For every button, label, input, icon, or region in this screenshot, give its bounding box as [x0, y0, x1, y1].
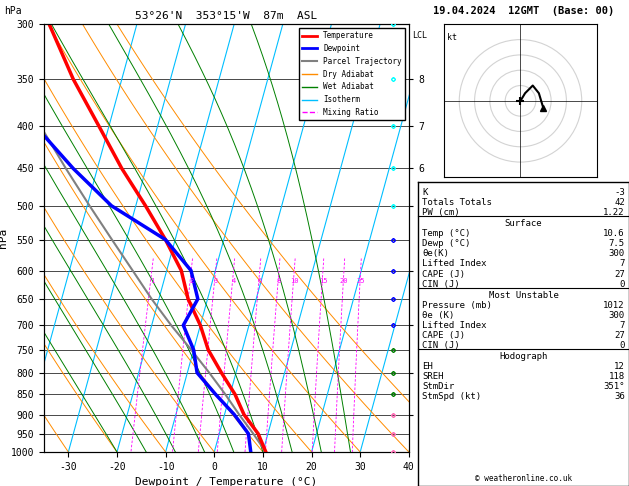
Text: © weatheronline.co.uk: © weatheronline.co.uk: [475, 474, 572, 483]
Text: 1: 1: [150, 278, 154, 284]
Text: hPa: hPa: [4, 6, 21, 16]
Text: Most Unstable: Most Unstable: [489, 291, 559, 299]
Text: 6: 6: [257, 278, 262, 284]
Text: 118: 118: [609, 372, 625, 381]
Text: 36: 36: [614, 392, 625, 401]
Text: 4: 4: [231, 278, 236, 284]
Text: -3: -3: [614, 188, 625, 197]
Text: CIN (J): CIN (J): [423, 279, 460, 289]
Title: 53°26'N  353°15'W  87m  ASL: 53°26'N 353°15'W 87m ASL: [135, 11, 318, 21]
Text: 7.5: 7.5: [609, 240, 625, 248]
Text: Pressure (mb): Pressure (mb): [423, 300, 493, 310]
Text: Surface: Surface: [505, 219, 542, 228]
Text: 7: 7: [620, 260, 625, 268]
Text: 0: 0: [620, 279, 625, 289]
Legend: Temperature, Dewpoint, Parcel Trajectory, Dry Adiabat, Wet Adiabat, Isotherm, Mi: Temperature, Dewpoint, Parcel Trajectory…: [299, 28, 405, 120]
Text: 2: 2: [189, 278, 193, 284]
Text: StmDir: StmDir: [423, 382, 455, 391]
Text: 0: 0: [620, 341, 625, 350]
Text: 27: 27: [614, 270, 625, 278]
Text: Hodograph: Hodograph: [499, 352, 548, 361]
Text: θe (K): θe (K): [423, 311, 455, 320]
Text: 10.6: 10.6: [603, 229, 625, 239]
Text: CIN (J): CIN (J): [423, 341, 460, 350]
Text: EH: EH: [423, 362, 433, 371]
Text: PW (cm): PW (cm): [423, 208, 460, 217]
Text: CAPE (J): CAPE (J): [423, 270, 465, 278]
X-axis label: Dewpoint / Temperature (°C): Dewpoint / Temperature (°C): [135, 477, 318, 486]
Text: Dewp (°C): Dewp (°C): [423, 240, 471, 248]
Text: CAPE (J): CAPE (J): [423, 330, 465, 340]
Text: 300: 300: [609, 311, 625, 320]
Text: 42: 42: [614, 198, 625, 208]
Text: 20: 20: [340, 278, 348, 284]
Text: LCL: LCL: [413, 31, 428, 40]
Text: kt: kt: [447, 33, 457, 42]
Text: Lifted Index: Lifted Index: [423, 260, 487, 268]
Text: SREH: SREH: [423, 372, 444, 381]
Text: Totals Totals: Totals Totals: [423, 198, 493, 208]
Text: 12: 12: [614, 362, 625, 371]
Text: StmSpd (kt): StmSpd (kt): [423, 392, 482, 401]
Text: 27: 27: [614, 330, 625, 340]
Text: K: K: [423, 188, 428, 197]
Text: Lifted Index: Lifted Index: [423, 321, 487, 330]
Y-axis label: km
ASL: km ASL: [426, 229, 448, 247]
Text: 1.22: 1.22: [603, 208, 625, 217]
Text: 19.04.2024  12GMT  (Base: 00): 19.04.2024 12GMT (Base: 00): [433, 6, 615, 16]
Text: θe(K): θe(K): [423, 249, 449, 259]
Y-axis label: hPa: hPa: [0, 228, 8, 248]
Text: 15: 15: [319, 278, 327, 284]
Text: 25: 25: [357, 278, 365, 284]
Text: 10: 10: [290, 278, 299, 284]
Text: 3: 3: [213, 278, 218, 284]
Text: 300: 300: [609, 249, 625, 259]
Text: 351°: 351°: [603, 382, 625, 391]
Text: 7: 7: [620, 321, 625, 330]
Text: 8: 8: [277, 278, 281, 284]
Text: Mixing Ratio (g/kg): Mixing Ratio (g/kg): [474, 191, 484, 286]
Text: Temp (°C): Temp (°C): [423, 229, 471, 239]
Text: 1012: 1012: [603, 300, 625, 310]
